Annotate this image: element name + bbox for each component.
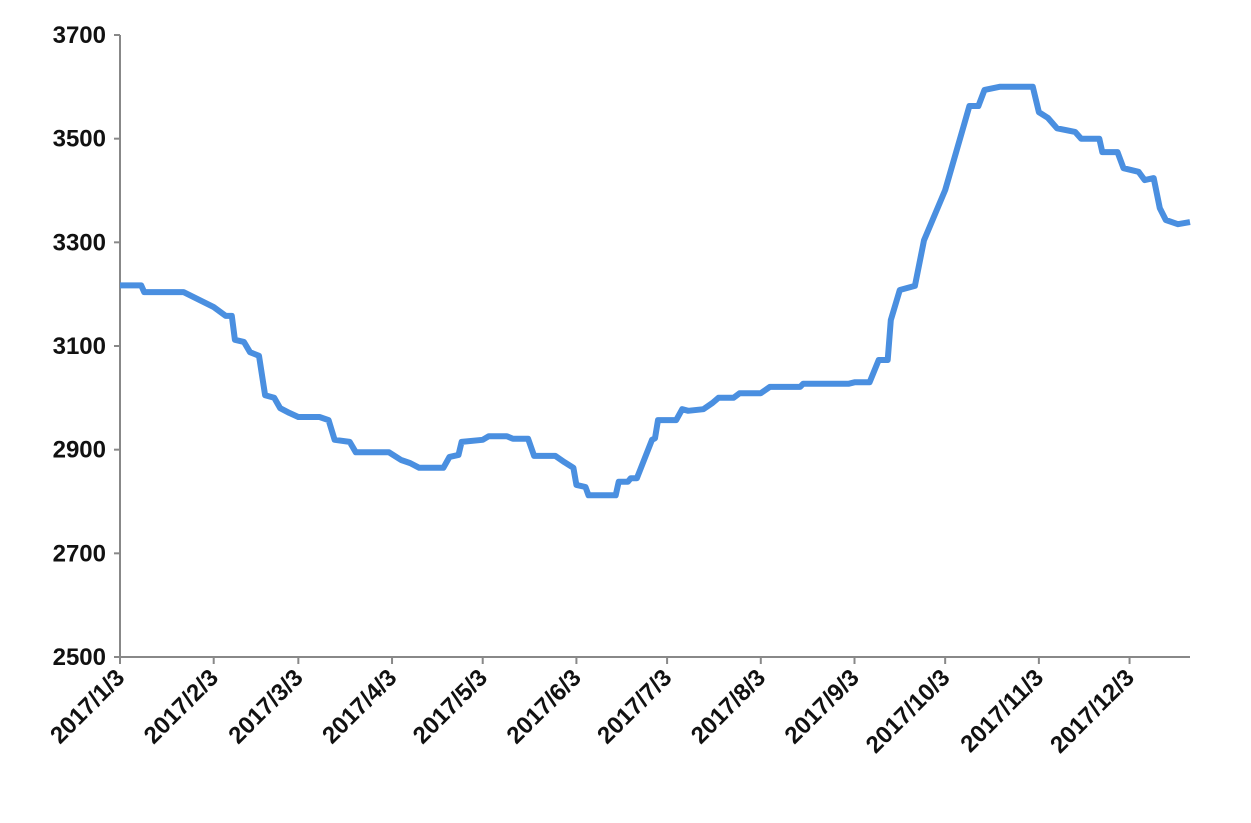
- y-tick-label: 3700: [53, 22, 106, 49]
- x-tick-label: 2017/1/3: [45, 664, 130, 749]
- x-tick-label: 2017/7/3: [592, 664, 677, 749]
- x-tick-label: 2017/11/3: [955, 664, 1049, 758]
- y-tick-label: 3300: [53, 229, 106, 256]
- x-tick-label: 2017/12/3: [1045, 664, 1140, 759]
- x-tick-label: 2017/8/3: [686, 664, 771, 749]
- x-tick-label: 2017/2/3: [139, 664, 224, 749]
- data-line: [120, 83, 1191, 499]
- x-tick-label: 2017/4/3: [317, 664, 402, 749]
- y-tick-label: 3100: [53, 333, 106, 360]
- x-tick-label: 2017/6/3: [502, 664, 587, 749]
- y-tick-label: 2500: [53, 644, 106, 671]
- x-tick-label: 2017/10/3: [861, 664, 956, 759]
- y-tick-label: 2700: [53, 540, 106, 567]
- x-tick-label: 2017/3/3: [223, 664, 308, 749]
- x-tick-label: 2017/9/3: [780, 664, 865, 749]
- y-tick-label: 2900: [53, 437, 106, 464]
- x-tick-label: 2017/5/3: [408, 664, 493, 749]
- y-tick-label: 3500: [53, 126, 106, 153]
